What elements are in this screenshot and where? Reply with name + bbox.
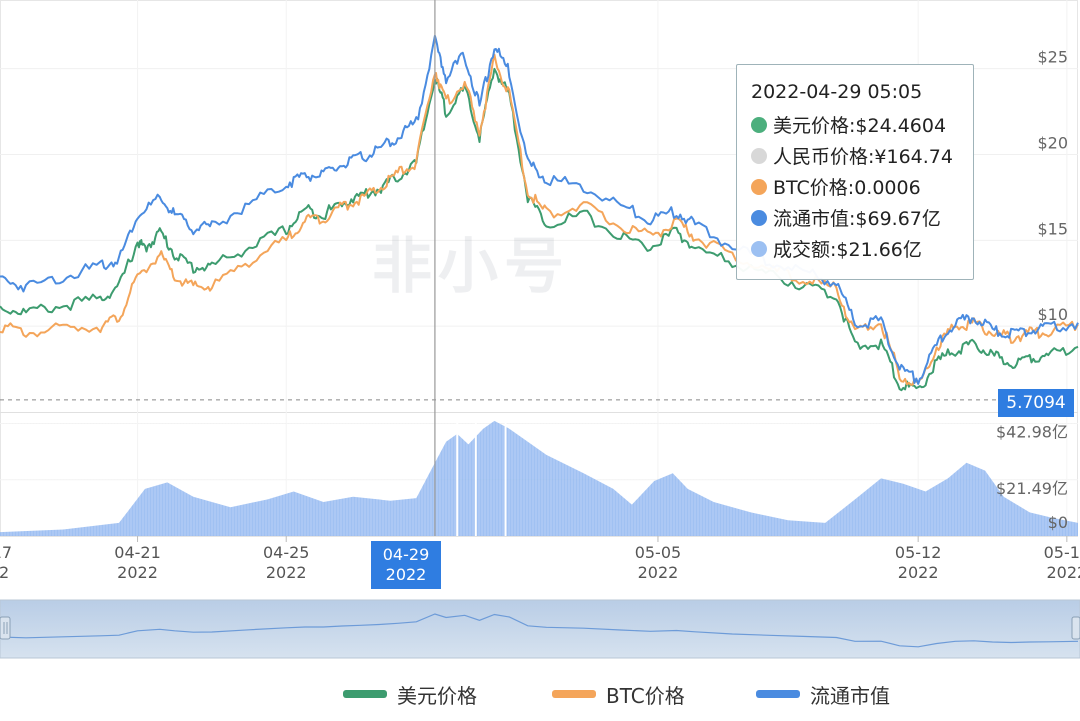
tooltip-btc-price: BTC价格:0.0006 — [773, 177, 921, 199]
x-pointer-badge: 04-29 2022 — [371, 541, 441, 589]
data-tooltip: 2022-04-29 05:05 美元价格:$24.4604 人民币价格:¥16… — [736, 64, 974, 280]
usd-dot-icon — [751, 116, 767, 133]
axes: $25$20$15$10$42.98亿$21.49亿$004-17202204-… — [0, 0, 1080, 582]
date-tick-year: 2022 — [898, 563, 939, 582]
legend-item-btc[interactable]: BTC价格 — [552, 678, 685, 710]
navigator-series-line — [0, 613, 1079, 648]
series-line-usd — [0, 67, 1079, 392]
btc-dot-icon — [751, 178, 767, 195]
date-tick-label: 04-21 — [114, 543, 161, 562]
legend-label-btc: BTC价格 — [606, 683, 685, 708]
price-tick-label: $20 — [1037, 134, 1068, 153]
date-tick-year: 2022 — [0, 563, 9, 582]
date-tick-year: 2022 — [117, 563, 158, 582]
volume-tick-label: $0 — [1048, 513, 1068, 532]
x-pointer-year: 2022 — [385, 565, 427, 584]
range-navigator[interactable] — [0, 599, 1080, 659]
tooltip-cny-price: 人民币价格:¥164.74 — [773, 146, 953, 168]
legend-swatch-btc — [552, 690, 596, 698]
tooltip-market-cap: 流通市值:$69.67亿 — [773, 208, 941, 230]
date-tick-label: 05-16 — [1044, 543, 1080, 562]
legend-label-mcap: 流通市值 — [810, 683, 890, 708]
date-tick-year: 2022 — [266, 563, 307, 582]
volume-area — [0, 413, 1078, 536]
tooltip-volume: 成交额:$21.66亿 — [773, 239, 922, 261]
legend-item-usd[interactable]: 美元价格 — [343, 678, 477, 710]
volume-tick-label: $21.49亿 — [996, 479, 1068, 498]
cny-dot-icon — [751, 147, 767, 164]
navigator-window — [0, 599, 1080, 659]
tooltip-row-mcap: 流通市值:$69.67亿 — [751, 202, 973, 233]
chart-legend: 美元价格 BTC价格 流通市值 — [0, 678, 1080, 714]
date-tick-label: 05-05 — [635, 543, 682, 562]
tooltip-usd-price: 美元价格:$24.4604 — [773, 115, 947, 137]
series-lines — [0, 34, 1079, 392]
volume-tick-label: $42.98亿 — [996, 423, 1068, 442]
x-pointer-date: 04-29 — [382, 545, 430, 564]
last-value-badge: 5.7094 — [998, 389, 1074, 417]
legend-item-mcap[interactable]: 流通市值 — [756, 678, 890, 710]
tooltip-row-btc: BTC价格:0.0006 — [751, 171, 973, 202]
date-tick-label: 05-12 — [895, 543, 942, 562]
tooltip-row-volume: 成交额:$21.66亿 — [751, 233, 973, 264]
tooltip-row-cny: 人民币价格:¥164.74 — [751, 140, 973, 171]
tooltip-title: 2022-04-29 05:05 — [751, 81, 923, 103]
navigator-handle-left[interactable] — [0, 616, 11, 640]
volume-area-path — [0, 420, 1078, 536]
legend-swatch-mcap — [756, 690, 800, 698]
price-tick-label: $10 — [1037, 305, 1068, 324]
volume-dot-icon — [751, 240, 767, 257]
navigator-handle-right[interactable] — [1071, 616, 1080, 640]
date-tick-year: 2022 — [638, 563, 679, 582]
mcap-dot-icon — [751, 209, 767, 226]
price-tick-label: $25 — [1037, 48, 1068, 67]
series-line-mcap — [0, 34, 1079, 385]
legend-swatch-usd — [343, 690, 387, 698]
tooltip-row-usd: 美元价格:$24.4604 — [751, 109, 973, 140]
legend-label-usd: 美元价格 — [397, 683, 477, 708]
date-tick-label: 04-17 — [0, 543, 12, 562]
price-tick-label: $15 — [1037, 219, 1068, 238]
date-tick-year: 2022 — [1046, 563, 1080, 582]
date-tick-label: 04-25 — [263, 543, 310, 562]
